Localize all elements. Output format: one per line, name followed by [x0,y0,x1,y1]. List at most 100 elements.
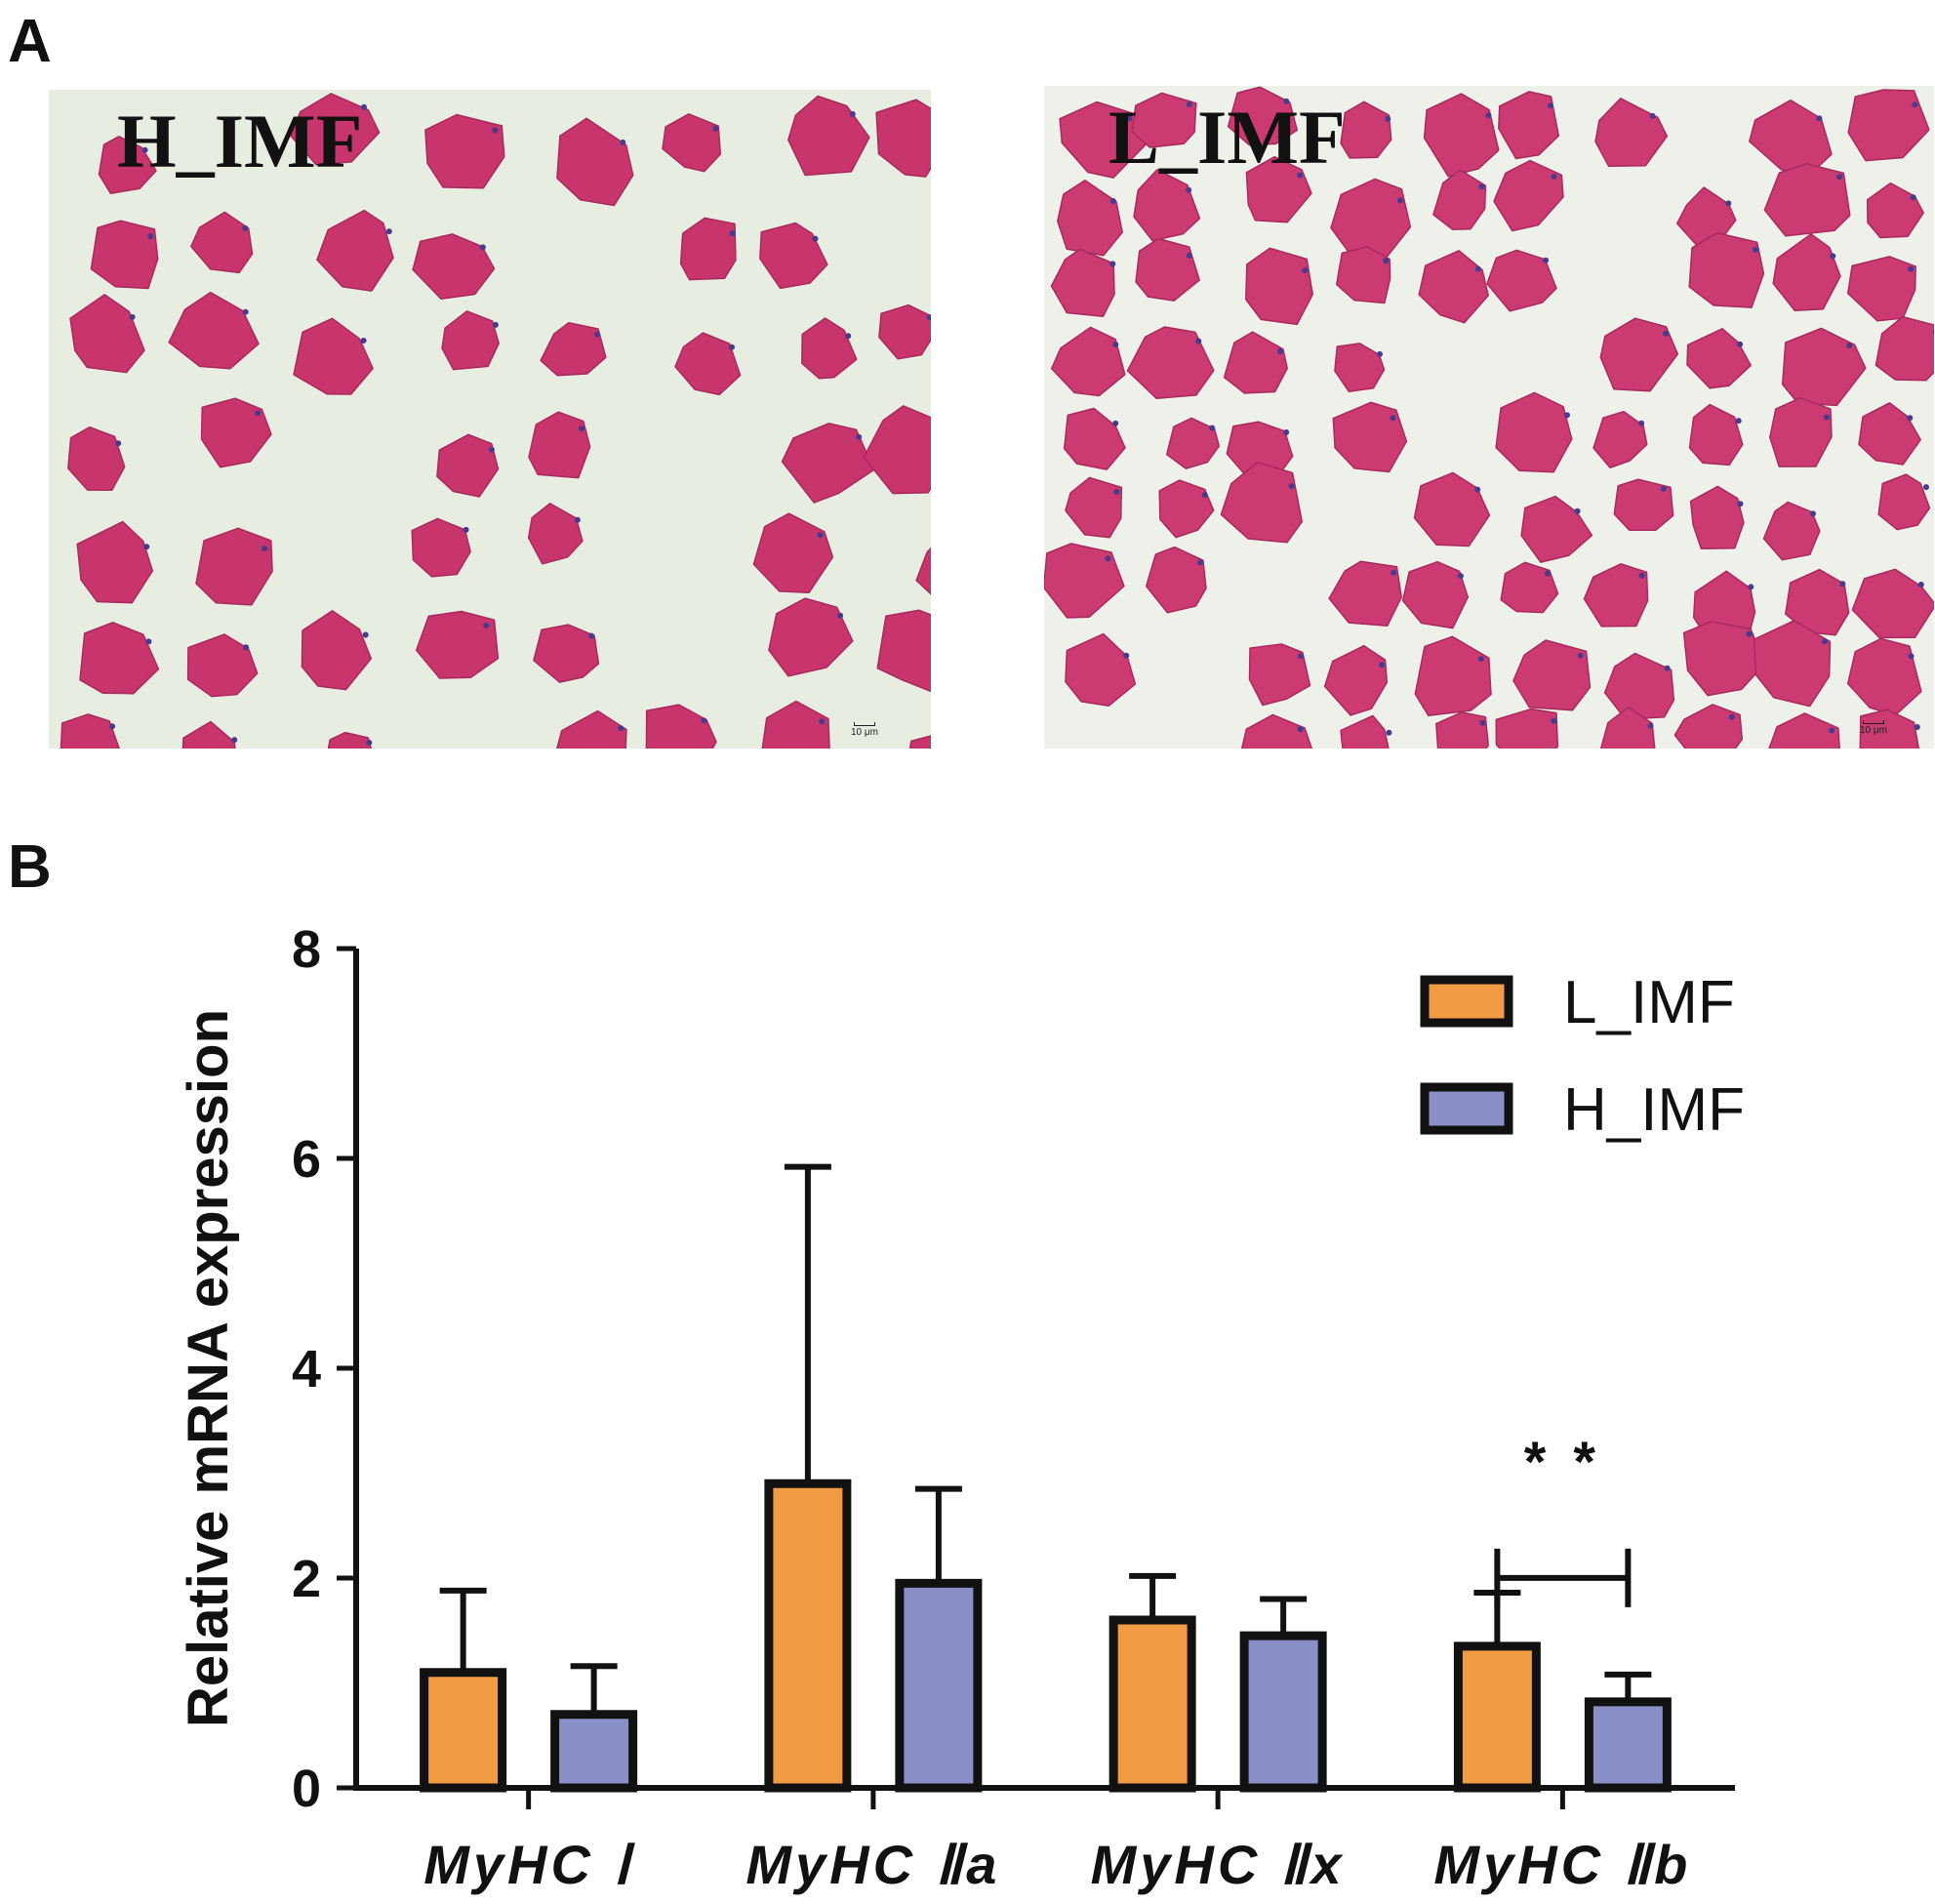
nucleus [1277,348,1283,354]
nucleus [1548,102,1553,109]
nucleus [1386,729,1392,736]
nucleus [1297,726,1304,733]
muscle-fiber [1866,182,1924,239]
nucleus [1737,501,1744,507]
nucleus [845,333,852,340]
nucleus [1209,425,1216,431]
micrograph-h-imf: H_IMF 10 μm [49,90,931,749]
muscle-fiber [781,423,875,504]
muscle-fiber [540,321,607,377]
nucleus [1283,98,1290,104]
muscle-fiber [436,433,500,498]
nucleus [1564,412,1570,419]
nucleus [1574,507,1581,514]
muscle-fiber [1688,403,1744,466]
nucleus [1649,112,1656,119]
muscle-fiber [168,291,260,370]
x-tick-label: MyHC Ⅱb [1433,1834,1691,1895]
muscle-fiber [1512,639,1592,711]
nucleus [1923,484,1929,491]
nucleus [1638,420,1645,426]
muscle-fiber [1520,495,1593,563]
nucleus [1917,582,1924,587]
muscle-fiber [1340,714,1390,749]
muscle-fiber [1877,473,1931,531]
nucleus [837,612,844,619]
nucleus [1186,186,1192,193]
muscle-fiber [327,731,372,749]
nucleus [1385,115,1391,122]
muscle-fiber [761,700,830,749]
muscle-fiber [301,610,373,691]
bar [1239,1631,1327,1793]
muscle-fiber [1334,343,1386,392]
muscle-fiber [1498,91,1560,160]
muscle-fibers-image [1044,86,1934,749]
nucleus [360,338,367,344]
significance-label: * * [1524,1431,1601,1494]
nucleus [1283,429,1290,435]
muscle-fiber [1133,169,1201,242]
nucleus [1298,653,1304,660]
nucleus [1477,656,1484,663]
bar [420,1668,507,1793]
muscle-fiber [316,209,394,292]
nucleus [262,546,268,551]
nucleus [1932,329,1934,335]
legend-label: H_IMF [1563,1076,1745,1144]
nucleus [1664,665,1671,671]
nucleus [817,532,824,539]
nucleus [243,644,250,651]
nucleus [729,230,736,237]
nucleus [578,425,585,432]
y-tick-label: 6 [292,1130,321,1189]
muscle-fiber [98,136,157,194]
nucleus [385,228,392,235]
muscle-fiber [424,113,505,189]
nucleus [1910,194,1916,201]
muscle-fiber [1423,93,1500,178]
muscle-fiber [1145,546,1207,614]
nucleus [1544,570,1551,577]
muscle-fiber [1435,711,1489,749]
muscle-fiber [1059,101,1147,179]
muscle-fiber [195,527,273,606]
nucleus [242,224,249,231]
nucleus [231,737,238,744]
nucleus [1908,653,1915,660]
nucleus [1391,569,1396,576]
x-tick-label: MyHC Ⅱa [746,1834,1000,1895]
nucleus [1186,101,1192,107]
bar-chart: Relative mRNA expression 0 2 4 6 8 MyHC Ⅰ MyHC … [177,920,1745,1895]
nucleus [1397,197,1404,204]
nucleus [812,235,819,242]
muscle-fiber [1065,476,1123,539]
nucleus [1478,183,1485,190]
muscle-fiber [1126,326,1215,400]
nucleus [819,718,826,725]
nucleus [1912,101,1918,108]
legend-swatch [1420,1082,1513,1135]
nucleus [1195,338,1202,344]
nucleus [1821,638,1828,645]
nucleus [1725,200,1732,207]
nucleus [712,125,719,132]
muscle-fiber [1245,155,1312,223]
muscle-fiber [1432,169,1487,230]
muscle-fiber [1769,396,1833,467]
nucleus [618,725,625,732]
y-tick-label: 8 [292,920,321,979]
nucleus [366,740,373,746]
nucleus [1748,584,1754,590]
muscle-fibers-image [49,90,931,749]
nucleus [1297,172,1304,179]
muscle-fiber [1689,485,1745,549]
muscle-fiber [768,597,854,677]
muscle-fiber [527,503,584,565]
muscle-fiber [67,425,126,492]
scale-bar: 10 μm [845,722,884,738]
muscle-fiber [645,704,717,749]
nucleus [1123,652,1130,659]
muscle-fiber [1772,233,1841,312]
muscle-fiber [1135,237,1200,302]
